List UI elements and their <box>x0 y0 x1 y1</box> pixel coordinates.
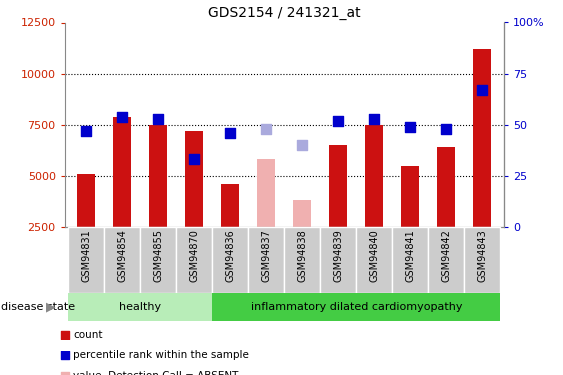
Point <box>60 373 69 375</box>
Point <box>442 126 451 132</box>
Point <box>154 116 163 122</box>
Bar <box>113 117 131 227</box>
Point <box>60 332 69 338</box>
Text: inflammatory dilated cardiomyopathy: inflammatory dilated cardiomyopathy <box>251 302 462 312</box>
Bar <box>212 292 501 321</box>
Bar <box>68 292 212 321</box>
Text: GSM94837: GSM94837 <box>261 229 271 282</box>
Text: disease state: disease state <box>1 302 75 312</box>
Text: GSM94839: GSM94839 <box>333 229 343 282</box>
Text: GSM94855: GSM94855 <box>153 229 163 282</box>
Bar <box>149 124 167 227</box>
Bar <box>293 200 311 227</box>
Point <box>406 124 415 130</box>
Text: GSM94840: GSM94840 <box>369 229 379 282</box>
Bar <box>221 184 239 227</box>
Text: GSM94842: GSM94842 <box>441 229 452 282</box>
Point <box>82 128 91 134</box>
Bar <box>392 227 428 292</box>
Text: GSM94841: GSM94841 <box>405 229 415 282</box>
Bar <box>428 227 464 292</box>
Bar <box>185 131 203 227</box>
Text: GSM94836: GSM94836 <box>225 229 235 282</box>
Point <box>118 114 127 120</box>
Title: GDS2154 / 241321_at: GDS2154 / 241321_at <box>208 6 361 20</box>
Bar <box>68 227 104 292</box>
Bar <box>284 227 320 292</box>
Text: healthy: healthy <box>119 302 162 312</box>
Bar <box>356 227 392 292</box>
Bar <box>104 227 140 292</box>
Point <box>262 126 271 132</box>
Bar <box>257 159 275 227</box>
Point <box>370 116 379 122</box>
Bar <box>329 145 347 227</box>
Bar <box>320 227 356 292</box>
Bar <box>248 227 284 292</box>
Bar <box>140 227 176 292</box>
Bar <box>464 227 501 292</box>
Bar <box>473 49 491 227</box>
Point <box>478 87 487 93</box>
Text: GSM94870: GSM94870 <box>189 229 199 282</box>
Point <box>190 156 199 162</box>
Point <box>226 130 235 136</box>
Text: value, Detection Call = ABSENT: value, Detection Call = ABSENT <box>73 371 239 375</box>
Point <box>298 142 307 148</box>
Text: GSM94843: GSM94843 <box>477 229 488 282</box>
Text: GSM94831: GSM94831 <box>81 229 91 282</box>
Bar <box>401 166 419 227</box>
Text: GSM94838: GSM94838 <box>297 229 307 282</box>
Bar <box>212 227 248 292</box>
Bar <box>365 124 383 227</box>
Bar <box>176 227 212 292</box>
Text: GSM94854: GSM94854 <box>117 229 127 282</box>
Text: ▶: ▶ <box>46 300 56 313</box>
Bar <box>437 147 455 227</box>
Text: count: count <box>73 330 102 340</box>
Point <box>60 352 69 358</box>
Text: percentile rank within the sample: percentile rank within the sample <box>73 351 249 360</box>
Point <box>334 118 343 124</box>
Bar <box>77 174 95 227</box>
